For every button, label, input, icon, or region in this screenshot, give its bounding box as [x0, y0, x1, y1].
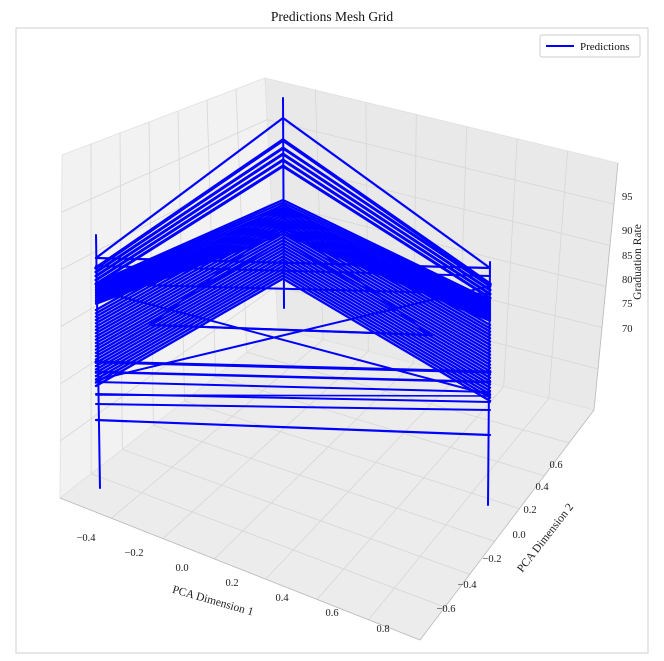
y-tick-label: 0.0 [512, 530, 525, 541]
z-tick-label: 80 [622, 275, 633, 286]
legend-label: Predictions [580, 41, 630, 53]
x-axis-line [59, 497, 421, 641]
predictions-wire [95, 283, 491, 295]
predictions-wire [94, 232, 492, 356]
x-tick-label: −0.2 [124, 548, 143, 559]
grid-line [316, 386, 505, 600]
x-tick-label: 0.6 [325, 608, 338, 619]
predictions-wire [94, 211, 492, 310]
grid-line [271, 202, 607, 287]
predictions-wire [94, 116, 492, 270]
legend: Predictions [539, 34, 641, 58]
predictions-wire [94, 274, 492, 399]
predictions-wire [94, 219, 492, 343]
predictions-wire [149, 324, 431, 336]
grid-line [91, 473, 445, 608]
predictions-wire [94, 418, 492, 437]
predictions-wire [94, 242, 492, 366]
predictions-wire [95, 285, 491, 381]
predictions-wire [94, 254, 492, 379]
predictions-wire [94, 152, 492, 292]
z-axis-line [593, 162, 619, 411]
y-tick-label: −0.2 [482, 554, 501, 565]
predictions-wire [94, 256, 492, 270]
predictions-wire [94, 370, 492, 384]
predictions-wire [95, 394, 491, 397]
x-tick-label: 0.0 [175, 563, 188, 574]
predictions-wire [94, 206, 492, 330]
grid-line [61, 119, 268, 213]
chart-title: Predictions Mesh Grid [271, 9, 393, 24]
grid-line [162, 351, 369, 539]
predictions-wire [95, 381, 491, 393]
predictions-wire [95, 289, 491, 396]
y-tick-label: 0.4 [535, 482, 549, 493]
predictions-wire [94, 267, 492, 393]
x-tick-label: 0.2 [225, 578, 238, 589]
grid-line [215, 376, 545, 477]
y-tick-label: −0.4 [457, 580, 477, 591]
z-tick-label: 90 [622, 226, 633, 237]
z-tick-label: 85 [622, 251, 633, 262]
y-tick-label: −0.6 [436, 604, 455, 615]
predictions-wire [94, 137, 492, 286]
predictions-wire [94, 270, 492, 396]
predictions-wire [94, 201, 492, 303]
predictions-mesh [94, 97, 492, 506]
predictions-wire [94, 277, 492, 403]
predictions-wire [94, 258, 492, 383]
grid-line [122, 449, 470, 575]
z-tick-label: 95 [622, 192, 633, 203]
predictions-wire [94, 164, 492, 300]
predictions-wire [94, 146, 492, 288]
grid-line [368, 398, 550, 620]
grid-line [153, 424, 495, 542]
z-tick-label: 75 [622, 299, 633, 310]
z-axis: 70 75 80 85 90 95 Graduation Rate [593, 162, 644, 411]
predictions-wire [95, 403, 491, 411]
y-axis-line [419, 409, 595, 641]
x-tick-label: −0.4 [76, 533, 96, 544]
y-tick-label: 0.2 [523, 505, 536, 516]
predictions-wire [94, 226, 492, 350]
predictions-wire [94, 229, 492, 353]
predictions-wire [179, 238, 396, 311]
x-tick-label: 0.4 [275, 593, 289, 604]
grid-line [111, 339, 324, 519]
z-tick-label: 70 [622, 324, 633, 335]
y-tick-label: 0.6 [549, 460, 562, 471]
grid-line [267, 119, 615, 205]
predictions-wire [94, 235, 492, 360]
grid-line [184, 400, 520, 509]
x-tick-label: 0.8 [376, 624, 389, 635]
predictions-wire [94, 248, 492, 373]
legend-box [539, 34, 641, 58]
predictions-wire [94, 264, 492, 389]
predictions-wire [94, 203, 492, 327]
z-axis-label: Graduation Rate [632, 224, 644, 300]
predictions-wire [95, 265, 491, 277]
predictions-wire [94, 216, 492, 340]
predictions-wire [94, 158, 492, 296]
